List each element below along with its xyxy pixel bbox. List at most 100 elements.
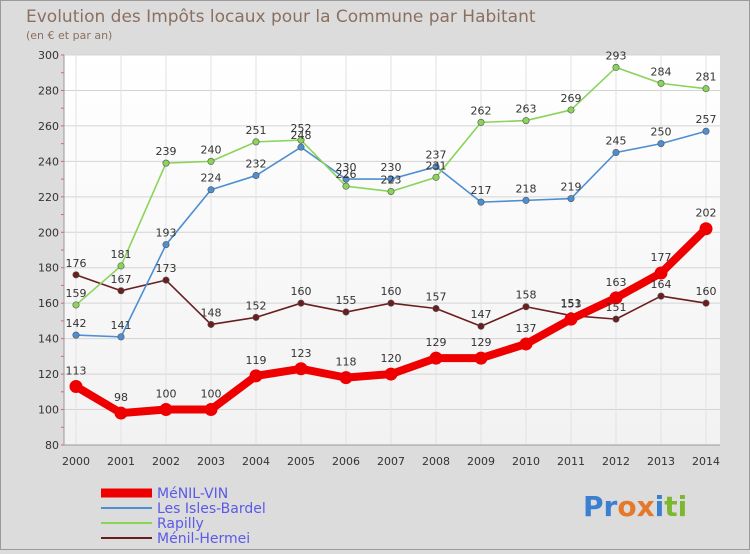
data-label-les-isles-bardel: 257 xyxy=(696,113,717,126)
data-point-rapilly xyxy=(72,301,80,309)
data-label-menil-vin: 137 xyxy=(516,322,537,335)
data-point-rapilly xyxy=(432,173,440,181)
data-point-les-isles-bardel xyxy=(567,195,575,203)
data-point-menil-vin xyxy=(474,351,488,365)
data-point-menil-vin xyxy=(204,403,218,417)
data-point-menil-hermei xyxy=(612,315,620,323)
x-tick-label: 2007 xyxy=(377,455,405,468)
data-point-menil-vin xyxy=(69,380,83,393)
data-point-menil-vin xyxy=(249,369,263,383)
legend-label-menil-vin: MéNIL-VIN xyxy=(157,486,228,502)
y-tick-label: 180 xyxy=(38,262,59,275)
data-label-menil-vin: 98 xyxy=(114,391,128,404)
data-point-les-isles-bardel xyxy=(657,140,665,148)
data-label-les-isles-bardel: 250 xyxy=(651,126,672,139)
x-tick-label: 2012 xyxy=(602,455,630,468)
data-point-rapilly xyxy=(252,138,260,146)
data-label-rapilly: 293 xyxy=(606,49,627,62)
x-tick-label: 2003 xyxy=(197,455,225,468)
data-label-les-isles-bardel: 230 xyxy=(336,161,357,174)
x-tick-label: 2005 xyxy=(287,455,315,468)
legend-label-menil-hermei: Ménil-Hermei xyxy=(157,531,250,547)
data-label-rapilly: 251 xyxy=(246,124,267,137)
data-point-les-isles-bardel xyxy=(117,333,125,341)
legend-label-les-isles-bardel: Les Isles-Bardel xyxy=(157,501,266,517)
data-label-les-isles-bardel: 237 xyxy=(426,149,447,162)
data-point-rapilly xyxy=(702,85,710,93)
data-point-rapilly xyxy=(522,117,530,125)
x-tick-label: 2006 xyxy=(332,455,360,468)
x-tick-label: 2010 xyxy=(512,455,540,468)
data-label-menil-hermei: 153 xyxy=(561,298,582,311)
data-point-les-isles-bardel xyxy=(612,149,620,157)
brand-letter: x xyxy=(637,490,655,523)
y-tick-label: 100 xyxy=(38,404,59,417)
data-point-les-isles-bardel xyxy=(477,198,485,206)
data-point-rapilly xyxy=(117,262,125,270)
data-label-les-isles-bardel: 245 xyxy=(606,135,627,148)
data-label-menil-hermei: 173 xyxy=(156,262,177,275)
brand-letter: o xyxy=(617,490,636,523)
data-point-menil-vin xyxy=(564,312,578,326)
data-label-rapilly: 269 xyxy=(561,92,582,105)
y-tick-label: 200 xyxy=(38,226,59,239)
data-point-rapilly xyxy=(477,118,485,126)
data-point-les-isles-bardel xyxy=(702,127,710,135)
data-label-menil-vin: 100 xyxy=(201,388,222,401)
data-point-rapilly xyxy=(657,79,665,87)
data-point-les-isles-bardel xyxy=(432,163,440,171)
x-tick-label: 2000 xyxy=(62,455,90,468)
y-tick-label: 140 xyxy=(38,333,59,346)
data-point-les-isles-bardel xyxy=(387,175,395,183)
x-tick-label: 2001 xyxy=(107,455,135,468)
y-tick-label: 120 xyxy=(38,368,59,381)
data-label-menil-vin: 113 xyxy=(66,365,87,378)
data-label-rapilly: 226 xyxy=(336,168,357,181)
data-label-les-isles-bardel: 218 xyxy=(516,182,537,195)
data-label-menil-hermei: 160 xyxy=(381,285,402,298)
brand-logo: Proxiti xyxy=(583,490,687,523)
brand-letter: i xyxy=(678,490,688,523)
data-label-rapilly: 223 xyxy=(381,174,402,187)
data-label-menil-hermei: 157 xyxy=(426,291,447,304)
data-point-les-isles-bardel xyxy=(252,172,260,180)
data-label-menil-vin: 119 xyxy=(246,354,267,367)
data-label-les-isles-bardel: 230 xyxy=(381,161,402,174)
brand-letter: t xyxy=(664,490,677,523)
data-label-les-isles-bardel: 217 xyxy=(471,184,492,197)
data-point-les-isles-bardel xyxy=(342,175,350,183)
legend-label-rapilly: Rapilly xyxy=(157,516,204,532)
data-label-menil-hermei: 155 xyxy=(336,294,357,307)
series-rapilly xyxy=(72,63,710,309)
y-tick-label: 280 xyxy=(38,84,59,97)
data-point-menil-vin xyxy=(384,367,398,381)
data-label-menil-vin: 118 xyxy=(336,356,357,369)
data-label-menil-hermei: 167 xyxy=(111,273,132,286)
y-tick-label: 240 xyxy=(38,155,59,168)
data-point-menil-vin xyxy=(519,337,533,351)
data-point-rapilly xyxy=(342,182,350,190)
data-point-menil-hermei xyxy=(117,287,125,295)
data-label-menil-vin: 129 xyxy=(471,336,492,349)
data-point-menil-vin xyxy=(339,371,353,385)
x-tick-label: 2004 xyxy=(242,455,270,468)
brand-letter: r xyxy=(604,490,618,523)
data-label-les-isles-bardel: 248 xyxy=(291,129,312,142)
data-label-rapilly: 262 xyxy=(471,104,492,117)
data-point-menil-vin xyxy=(294,362,308,376)
data-label-menil-vin: 163 xyxy=(606,276,627,289)
data-point-menil-hermei xyxy=(252,313,260,321)
y-tick-label: 220 xyxy=(38,191,59,204)
data-point-menil-hermei xyxy=(342,308,350,316)
x-tick-label: 2014 xyxy=(692,455,720,468)
data-point-rapilly xyxy=(612,63,620,71)
data-point-rapilly xyxy=(162,159,170,167)
data-point-menil-hermei xyxy=(72,271,80,279)
chart-subtitle: (en € et par an) xyxy=(26,29,112,42)
data-point-les-isles-bardel xyxy=(72,331,80,339)
data-point-menil-hermei xyxy=(477,322,485,330)
data-point-menil-hermei xyxy=(297,299,305,307)
